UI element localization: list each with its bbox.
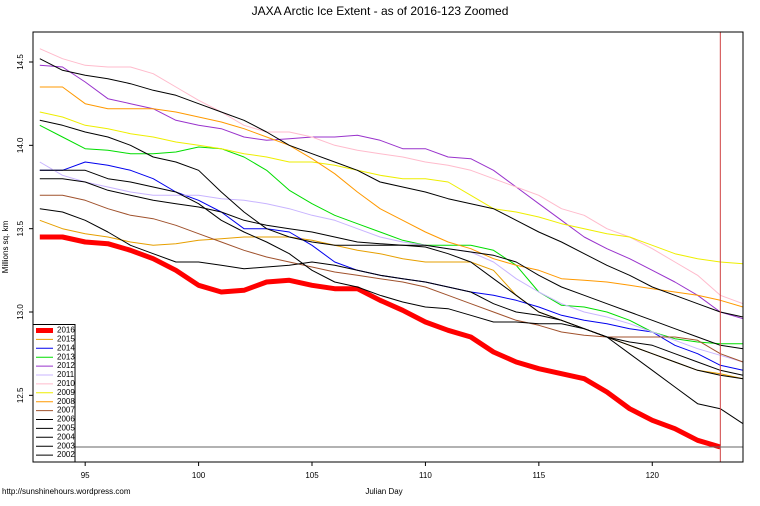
series-line <box>39 178 744 380</box>
legend-label: 2015 <box>57 335 75 344</box>
series-line <box>39 58 744 318</box>
series-line <box>39 208 744 376</box>
legend-label: 2007 <box>57 406 75 415</box>
legend-label: 2005 <box>57 424 75 433</box>
y-axis-label: Millions sq. km <box>1 220 10 273</box>
legend: 2016201520142013201220112010200920082007… <box>32 324 76 463</box>
legend-label: 2009 <box>57 388 75 397</box>
x-tick-label: 115 <box>532 471 545 480</box>
series-line <box>39 234 722 450</box>
y-tick-label: 13.5 <box>16 220 25 236</box>
legend-label: 2013 <box>57 352 75 361</box>
legend-label: 2010 <box>57 379 75 388</box>
chart-title: JAXA Arctic Ice Extent - as of 2016-123 … <box>252 4 509 18</box>
series-line <box>39 119 744 350</box>
x-tick-label: 105 <box>305 471 319 480</box>
legend-label: 2008 <box>57 397 75 406</box>
series-line <box>39 48 744 305</box>
y-tick-label: 14.5 <box>16 54 25 70</box>
legend-label: 2011 <box>57 370 75 379</box>
series-line <box>39 161 744 371</box>
y-tick-label: 12.5 <box>16 387 25 403</box>
series-line <box>39 169 744 425</box>
legend-label: 2002 <box>57 450 75 459</box>
x-tick-label: 95 <box>81 471 90 480</box>
legend-label: 2012 <box>57 361 75 370</box>
x-axis-label: Julian Day <box>365 487 402 496</box>
legend-label: 2004 <box>57 432 75 441</box>
series-line <box>39 194 744 363</box>
series-line <box>39 161 744 363</box>
legend-label: 2016 <box>57 326 75 335</box>
legend-label: 2006 <box>57 415 75 424</box>
x-tick-label: 110 <box>419 471 432 480</box>
series-line <box>39 86 744 308</box>
x-tick-label: 120 <box>646 471 660 480</box>
plot-frame <box>32 31 744 463</box>
x-tick-label: 100 <box>192 471 206 480</box>
series-line <box>39 111 744 265</box>
source-note: http://sunshinehours.wordpress.com <box>2 487 131 496</box>
y-tick-label: 13.0 <box>16 304 25 320</box>
legend-label: 2003 <box>57 441 75 450</box>
y-tick-label: 14.0 <box>16 137 25 153</box>
legend-label: 2014 <box>57 343 75 352</box>
series-line <box>39 64 744 320</box>
series-line <box>39 124 743 345</box>
